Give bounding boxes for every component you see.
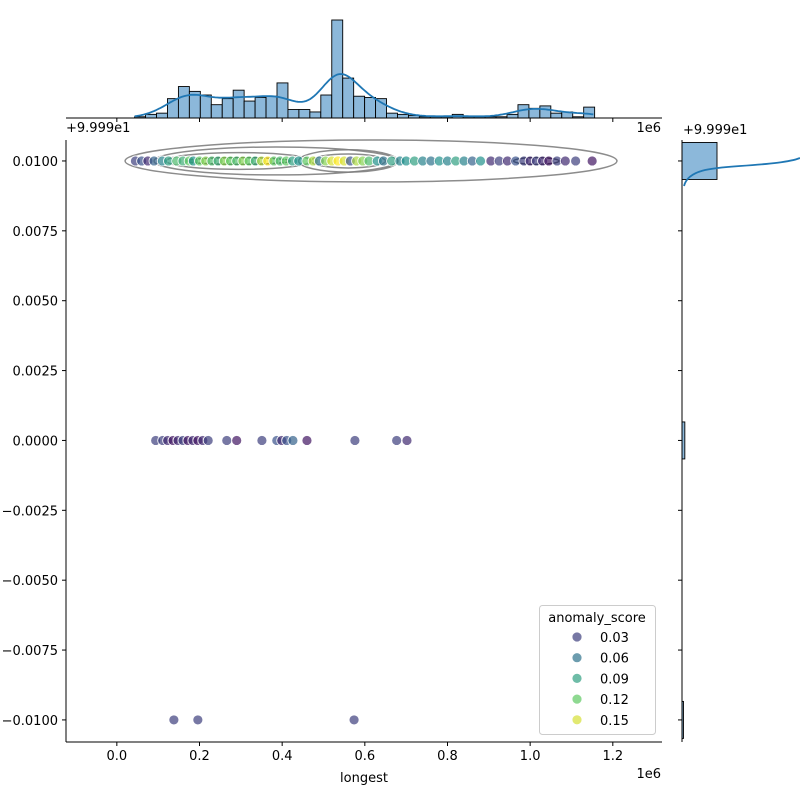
y-tick-label: −0.0075 xyxy=(2,644,58,659)
histogram-bar xyxy=(243,100,256,119)
scatter-point xyxy=(475,155,486,167)
scatter-point xyxy=(586,155,598,167)
right-offset-label: +9.999e1 xyxy=(683,123,747,138)
legend-label: 0.06 xyxy=(600,652,629,667)
scatter-point xyxy=(349,435,361,446)
histogram-bar xyxy=(145,113,157,119)
right-marginal-histogram xyxy=(678,140,800,742)
kde-contour-level xyxy=(124,139,618,183)
histogram-bar xyxy=(254,96,267,119)
scatter-point xyxy=(570,155,582,167)
legend-frame xyxy=(539,605,656,735)
legend-label: 0.12 xyxy=(600,693,629,708)
y-tick-label: 0.0075 xyxy=(13,225,59,240)
top-scale-label: 1e6 xyxy=(636,121,661,136)
scatter-point xyxy=(202,435,214,446)
x-tick-label: 0.2 xyxy=(189,749,210,764)
histogram-bar xyxy=(210,104,223,119)
histogram-bar xyxy=(156,112,168,119)
histogram-bar xyxy=(232,89,245,119)
histogram-bar xyxy=(331,19,344,119)
histogram-bar xyxy=(353,95,366,119)
top-marginal-histogram xyxy=(66,19,662,122)
x-tick-label: 1.2 xyxy=(602,749,623,764)
histogram-bar xyxy=(386,112,398,119)
histogram-bar xyxy=(550,112,563,119)
y-tick-label: −0.0025 xyxy=(2,504,58,519)
scatter-point xyxy=(168,714,180,726)
scatter-point xyxy=(256,435,268,446)
histogram-bar xyxy=(364,96,377,119)
y-tick-label: 0.0000 xyxy=(13,434,59,449)
histogram-bar xyxy=(342,77,355,119)
legend-marker xyxy=(571,652,583,664)
histogram-bar xyxy=(177,86,190,119)
histogram-bar xyxy=(221,98,234,119)
y-tick-label: 0.0100 xyxy=(13,155,59,170)
kde-line xyxy=(683,157,800,187)
histogram-bar xyxy=(539,105,552,119)
x-axis-label: longest xyxy=(340,771,388,786)
scatter-point xyxy=(287,435,299,446)
legend-label: 0.09 xyxy=(600,672,629,687)
y-tick-label: 0.0050 xyxy=(13,295,59,310)
legend-marker xyxy=(571,631,583,643)
x-tick-label: 0.8 xyxy=(437,749,458,764)
legend-marker xyxy=(571,693,583,705)
legend-title: anomaly_score xyxy=(548,611,646,626)
histogram-bar xyxy=(681,142,718,180)
legend-marker xyxy=(571,714,583,726)
histogram-bar xyxy=(506,113,519,119)
x-tick-label: 1.0 xyxy=(520,749,541,764)
scatter-point xyxy=(401,435,413,446)
kde-line xyxy=(134,73,594,118)
legend: anomaly_score 0.03 0.06 0.09 0.12 0.15 xyxy=(539,605,656,735)
top-offset-label: +9.999e1 xyxy=(66,121,130,136)
scatter-point xyxy=(231,435,243,446)
x-tick-label: 0.6 xyxy=(354,749,375,764)
x-tick-label: 0.4 xyxy=(272,749,293,764)
x-offset-label: 1e6 xyxy=(636,767,661,782)
scatter-point xyxy=(301,435,313,446)
main-axes: 0.0 0.2 0.4 0.6 0.8 1.0 1.2 0.0100 0.0075 0.0050 0… xyxy=(2,140,662,764)
scatter-points xyxy=(130,155,598,726)
y-tick-label: 0.0025 xyxy=(13,365,59,380)
histogram-bar xyxy=(583,106,596,119)
y-tick-label: −0.0100 xyxy=(2,714,58,729)
histogram-bar xyxy=(276,82,289,119)
histogram-bar xyxy=(397,113,409,119)
scatter-point xyxy=(221,435,233,446)
histogram-bar xyxy=(298,109,311,119)
histogram-bar xyxy=(199,94,212,119)
histogram-bar xyxy=(265,95,278,119)
histogram-bar xyxy=(320,94,333,119)
legend-label: 0.15 xyxy=(600,714,629,729)
legend-label: 0.03 xyxy=(600,631,629,646)
histogram-bar xyxy=(287,109,300,119)
y-tick-label: −0.0050 xyxy=(2,574,58,589)
x-tick-label: 0.0 xyxy=(106,749,127,764)
scatter-point xyxy=(559,155,571,167)
scatter-point xyxy=(192,714,204,726)
histogram-bar xyxy=(309,111,322,119)
scatter-point xyxy=(391,435,403,446)
scatter-point xyxy=(348,714,360,726)
legend-marker xyxy=(571,673,583,684)
